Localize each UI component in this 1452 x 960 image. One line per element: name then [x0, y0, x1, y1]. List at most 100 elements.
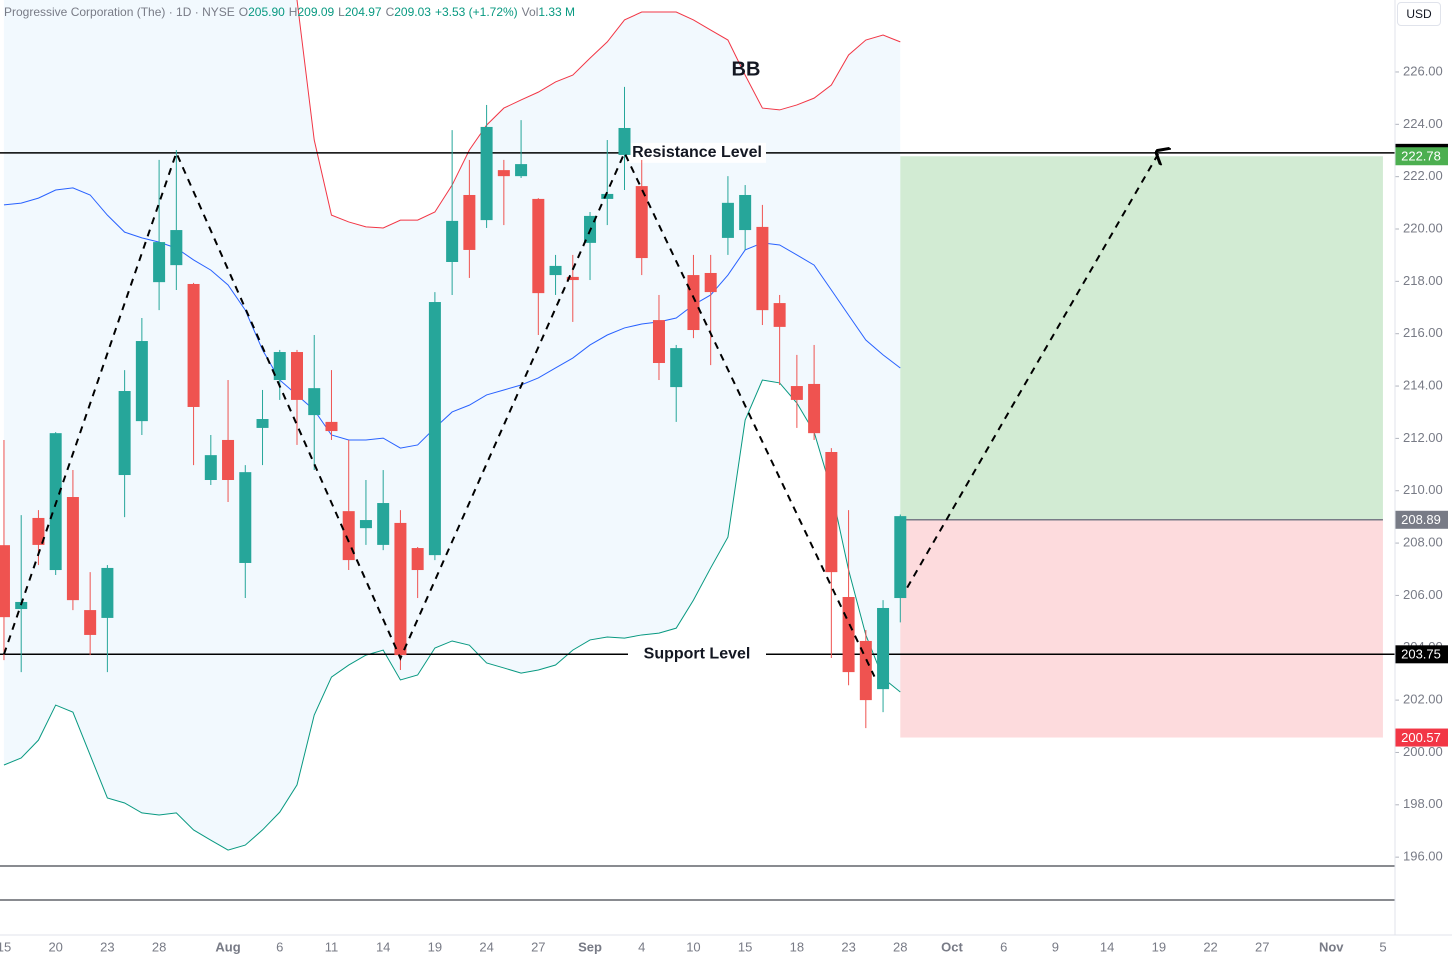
candle-body	[739, 194, 752, 231]
candle-body	[756, 226, 769, 311]
candle-body	[652, 320, 665, 364]
x-tick-label: 5	[1379, 939, 1386, 954]
level-label-bg	[628, 142, 766, 163]
ohlc-value: 209.09	[297, 5, 335, 19]
candle-body	[446, 220, 459, 262]
x-tick-label: 27	[531, 939, 545, 954]
y-tick-label: 208.00	[1403, 535, 1443, 550]
level-label-bg	[628, 644, 766, 665]
candle-body	[394, 522, 407, 656]
candle-body	[222, 439, 235, 481]
candle-body	[790, 386, 803, 400]
y-tick-label: 198.00	[1403, 796, 1443, 811]
y-tick-label: 210.00	[1403, 482, 1443, 497]
band-middle	[3, 187, 901, 449]
x-tick-label: 15	[0, 939, 11, 954]
ohlc-value: 209.03	[394, 5, 431, 19]
x-tick-label: 9	[1052, 939, 1059, 954]
x-tick-label: 6	[276, 939, 283, 954]
y-tick-label: 222.00	[1403, 168, 1443, 183]
x-tick-label: 20	[48, 939, 62, 954]
y-tick-label: 214.00	[1403, 377, 1443, 392]
legend-header: Progressive Corporation (The) · 1D · NYS…	[4, 5, 579, 19]
candle-body	[118, 391, 131, 476]
candle-body	[135, 341, 148, 422]
candle-body	[308, 388, 321, 416]
y-tick-label: 206.00	[1403, 587, 1443, 602]
candle-body	[894, 516, 907, 599]
y-tick-label: 202.00	[1403, 692, 1443, 707]
candle-body	[204, 455, 217, 481]
x-tick-label: Oct	[941, 939, 963, 954]
candle-body	[721, 202, 734, 238]
candle-body	[273, 352, 286, 381]
ohlc-label: H	[288, 5, 298, 19]
x-tick-label: Nov	[1319, 939, 1344, 954]
candle-body	[66, 497, 79, 601]
loss-zone	[900, 519, 1383, 738]
x-tick-label: 23	[841, 939, 855, 954]
candle-body	[497, 170, 510, 177]
zigzag-line	[3, 150, 876, 677]
y-tick-label: 220.00	[1403, 220, 1443, 235]
candle-body	[549, 265, 562, 276]
band-lower	[3, 379, 901, 851]
candle-body	[377, 503, 390, 545]
candle-body	[859, 640, 872, 701]
candle-body	[256, 419, 269, 428]
candle-body	[290, 352, 303, 400]
candle-body	[687, 275, 700, 331]
candle-body	[635, 186, 648, 259]
candle-body	[825, 451, 838, 573]
price-axis: 196.00198.00200.00202.00204.00206.00208.…	[1395, 63, 1448, 864]
x-tick-label: 19	[1152, 939, 1166, 954]
plot-area: Resistance Level Support Level BB	[0, 0, 1395, 851]
candle-body	[153, 242, 166, 283]
zigzag-line	[906, 153, 1159, 589]
band-upper	[296, 0, 901, 229]
x-tick-label: 18	[790, 939, 804, 954]
price-tag	[1395, 510, 1448, 529]
x-tick-label: Sep	[578, 939, 602, 954]
y-tick-label: 224.00	[1403, 116, 1443, 131]
candle-body	[601, 193, 614, 199]
candle-body	[704, 272, 717, 293]
ohlc-label: C	[385, 5, 395, 19]
candle-body	[773, 303, 786, 327]
candle-body	[877, 607, 890, 690]
change: +3.53 (+1.72%)	[434, 5, 518, 19]
candle-body	[618, 127, 631, 155]
candle-body	[670, 348, 683, 388]
candle-body	[480, 126, 493, 221]
y-tick-label: 226.00	[1403, 63, 1443, 78]
candle-body	[428, 302, 441, 556]
volume-label: Vol	[521, 5, 539, 19]
ohlc-value: 204.97	[344, 5, 382, 19]
y-tick-label: 200.00	[1403, 744, 1443, 759]
x-tick-label: 15	[738, 939, 752, 954]
currency-button[interactable]: USD	[1397, 2, 1441, 26]
x-tick-label: 27	[1255, 939, 1269, 954]
price-tag-label: 208.89	[1401, 512, 1441, 527]
candle-body	[170, 230, 183, 266]
annotation: BB	[732, 58, 761, 80]
candle-body	[411, 548, 424, 571]
y-tick-label: 212.00	[1403, 430, 1443, 445]
x-tick-label: 28	[152, 939, 166, 954]
candle-body	[515, 164, 528, 177]
price-tag-label: 222.78	[1401, 149, 1441, 164]
candle-body	[101, 567, 114, 618]
level-label: Support Level	[644, 646, 751, 663]
volume-value: 1.33 M	[538, 5, 576, 19]
band-fill	[3, 0, 901, 851]
price-tag	[1395, 147, 1448, 166]
candle-body	[566, 276, 579, 281]
y-tick-label: 196.00	[1403, 849, 1443, 864]
level-label: Resistance Level	[632, 144, 762, 161]
x-tick-label: 22	[1203, 939, 1217, 954]
candle-body	[239, 472, 252, 563]
x-tick-label: 28	[893, 939, 907, 954]
candle-body	[808, 383, 821, 434]
